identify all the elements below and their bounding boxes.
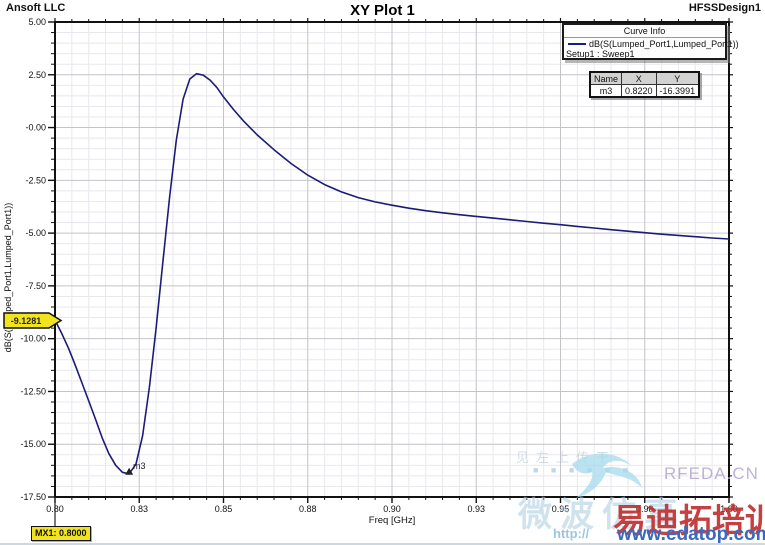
marker-y-cell: -16.3991 [655,84,700,98]
s11-curve[interactable] [54,72,730,475]
sweep-label: Setup1 : Sweep1 [566,49,635,59]
col-y: Y [655,71,700,85]
y-tick-label: -7.50 [25,281,46,291]
col-x: X [621,71,657,85]
x-tick-label: 0.85 [215,504,233,514]
plot-title: XY Plot 1 [350,2,415,19]
legend-title: Curve Info [564,25,725,38]
y-tick-label: -0.00 [25,123,46,133]
y-axis-label: dB(S(Lumped_Port1,Lumped_Port1)) [3,203,13,353]
marker-table[interactable]: Name X Y m3 0.8220 -16.3991 [589,71,701,98]
m3-marker-triangle[interactable] [125,467,134,475]
marker-table-row: m3 0.8220 -16.3991 [589,84,700,98]
m3-marker-label[interactable]: m3 [133,461,146,471]
s-parameter-curve [54,72,730,475]
x-tick-label: 1.00 [720,504,738,514]
marker-table-header-row: Name X Y [589,71,700,85]
x-axis-label: Freq [GHz] [369,515,415,526]
col-name: Name [589,71,623,85]
marker-x-cell: 0.8220 [621,84,657,98]
series-label: dB(S(Lumped_Port1,Lumped_Port1)) [589,39,739,49]
y-tick-label: -10.00 [20,334,46,344]
y-tick-label: -2.50 [25,175,46,185]
x-tick-label: 0.88 [299,504,317,514]
tick-labels: 0.80 0.83 0.85 0.88 0.90 0.93 0.95 0.98 1.005.00… [3,17,738,526]
y-tick-label: 5.00 [28,17,46,27]
series-color-swatch [568,43,586,45]
curve-info-legend[interactable]: Curve Info dB(S(Lumped_Port1,Lumped_Port… [562,23,739,60]
x-tick-label: 0.95 [552,504,570,514]
y-tick-label: 2.50 [28,70,46,80]
design-name-label: HFSSDesign1 [688,2,761,14]
y-value-flag[interactable]: -9.1281 [3,312,63,329]
x-tick-label: 0.83 [130,504,148,514]
mx1-marker-label[interactable]: MX1: 0.8000 [31,526,91,541]
y-tick-label: -12.50 [20,386,46,396]
y-value-flag-text: -9.1281 [11,316,42,326]
x-tick-label: 0.98 [636,504,654,514]
marker-name-cell: m3 [589,84,623,98]
y-tick-label: -15.00 [20,439,46,449]
plot-border [54,21,730,498]
chart-markers [54,467,134,526]
y-tick-label: -17.50 [20,492,46,502]
x-tick-label: 0.93 [467,504,485,514]
x-tick-label: 0.90 [383,504,401,514]
bottom-divider [0,543,765,545]
vendor-label: Ansoft LLC [6,2,66,14]
y-tick-label: -5.00 [25,228,46,238]
